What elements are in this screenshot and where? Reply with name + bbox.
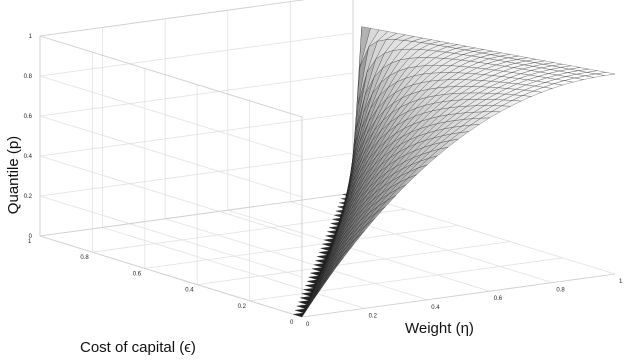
x-tick-label: 1 — [619, 279, 623, 285]
x-tick-label: 0 — [306, 322, 310, 328]
backwall-gridline-h — [40, 0, 353, 36]
backwall-gridline-h — [40, 73, 353, 116]
z-tick-label: 0.6 — [24, 114, 33, 120]
x-tick-label: 0.4 — [431, 305, 440, 311]
backwall-gridline-h — [40, 113, 353, 156]
box-edge — [40, 36, 302, 117]
sidewall-gridline-h — [40, 76, 302, 157]
z-tick-label: 1 — [29, 34, 33, 40]
y-tick-label: 0.2 — [238, 304, 247, 310]
z-tick-label: 0.2 — [24, 194, 33, 200]
backwall-gridline-h — [40, 153, 353, 196]
y-tick-label: 0 — [290, 320, 294, 326]
x-tick-label: 0.8 — [556, 288, 565, 294]
y-tick-label: 0.6 — [133, 271, 142, 277]
y-axis-title: Cost of capital (ϵ) — [80, 339, 196, 356]
x-tick-label: 0.2 — [369, 313, 378, 319]
x-axis-title: Weight (η) — [405, 320, 474, 337]
z-tick-label: 0 — [29, 234, 33, 240]
y-tick-label: 0.4 — [185, 288, 194, 294]
z-tick-label: 0.4 — [24, 154, 33, 160]
floor-gridline-y — [145, 225, 458, 268]
floor-gridline-y — [197, 242, 510, 285]
box-edge — [302, 274, 615, 317]
box-edge — [40, 0, 353, 36]
backwall-gridline-h — [40, 33, 353, 76]
floor-gridline-y — [250, 258, 563, 301]
x-tick-label: 0.6 — [494, 296, 503, 302]
z-tick-label: 0.8 — [24, 74, 33, 80]
sidewall-gridline-h — [40, 116, 302, 197]
y-tick-label: 0.8 — [80, 255, 89, 261]
sidewall-gridline-h — [40, 156, 302, 237]
box-edge — [40, 193, 353, 236]
z-axis-title: Quantile (p) — [5, 136, 22, 214]
